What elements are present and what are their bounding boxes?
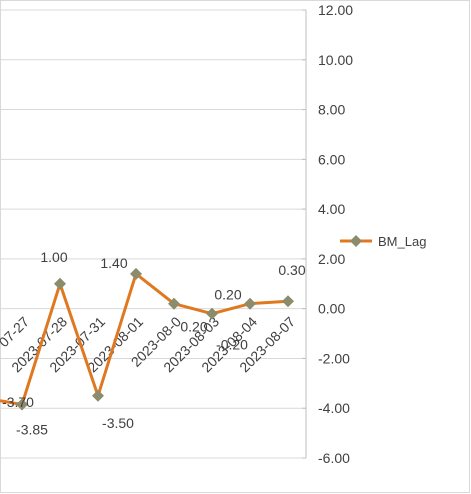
data-label: 1.40 <box>100 255 127 271</box>
y-tick-label: 6.00 <box>318 151 345 167</box>
legend-diamond-marker <box>350 235 362 247</box>
data-point-marker <box>244 297 256 310</box>
data-label: -3.85 <box>16 421 48 437</box>
y-tick-label: 8.00 <box>318 102 345 118</box>
y-tick-label: 12.00 <box>318 2 353 18</box>
data-label: 0.30 <box>278 262 305 278</box>
legend: BM_Lag <box>340 234 426 249</box>
data-label: -0.20 <box>216 337 248 353</box>
data-point-marker <box>54 277 66 290</box>
y-tick-label: -2.00 <box>318 350 350 366</box>
data-point-marker <box>206 307 218 320</box>
y-axis-tick-labels: 12.00 10.00 8.00 6.00 4.00 2.00 0.00 -2.00 -4.00… <box>318 2 353 466</box>
data-point-marker <box>282 295 294 308</box>
data-point-marker <box>130 267 142 280</box>
y-tick-label: -6.00 <box>318 450 350 466</box>
data-label: 0.20 <box>180 319 207 335</box>
gridlines <box>0 9 306 459</box>
data-point-marker <box>168 297 180 310</box>
series-bm-lag <box>0 267 294 411</box>
data-point-marker <box>16 398 28 411</box>
data-label: -3.70 <box>2 394 34 410</box>
legend-label: BM_Lag <box>378 234 426 249</box>
y-tick-label: 4.00 <box>318 201 345 217</box>
data-label: -3.50 <box>102 415 134 431</box>
y-tick-label: -4.00 <box>318 400 350 416</box>
y-tick-label: 0.00 <box>318 301 345 317</box>
y-tick-label: 2.00 <box>318 251 345 267</box>
data-label: 1.00 <box>40 249 67 265</box>
data-label: 0.20 <box>214 287 241 303</box>
data-labels: -3.85 1.00 -3.50 1.40 0.20 -0.20 0.20 0.30 -3.70 <box>2 249 306 438</box>
x-axis-tick-labels: 07-272023-07-282023-07-312023-08-012023-… <box>0 313 298 375</box>
data-point-marker <box>92 389 104 402</box>
y-tick-label: 10.00 <box>318 52 353 68</box>
